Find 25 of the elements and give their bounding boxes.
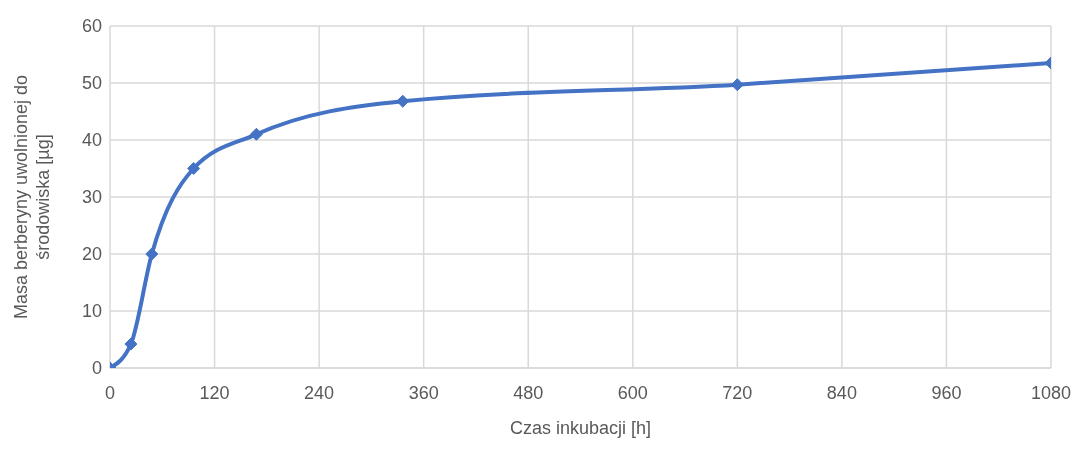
y-tick-label: 30 <box>81 187 102 208</box>
x-tick-label: 600 <box>617 382 648 403</box>
y-tick-label: 0 <box>91 358 102 379</box>
y-axis-title: Masa berberyny uwolnionej do środowiska [µg] <box>11 74 53 320</box>
y-tick-label: 40 <box>81 130 102 151</box>
y-tick-label: 10 <box>81 301 102 322</box>
x-tick-label: 1080 <box>1030 382 1072 403</box>
y-tick-label: 60 <box>81 16 102 37</box>
x-tick-label: 480 <box>513 382 544 403</box>
point <box>249 127 263 141</box>
y-tick-label: 50 <box>81 73 102 94</box>
x-tick-label: 840 <box>826 382 857 403</box>
x-tick-label: 240 <box>304 382 335 403</box>
point <box>124 337 138 351</box>
point <box>145 247 159 261</box>
x-tick-label: 360 <box>408 382 439 403</box>
x-tick-label: 120 <box>199 382 230 403</box>
y-tick-label: 20 <box>81 244 102 265</box>
x-tick-label: 0 <box>104 382 116 403</box>
point <box>187 162 201 175</box>
point <box>396 94 410 108</box>
x-tick-label: 960 <box>931 382 962 403</box>
x-axis-title: Czas inkubacji [h] <box>509 418 652 438</box>
x-tick-label: 720 <box>722 382 753 403</box>
point <box>730 78 744 92</box>
